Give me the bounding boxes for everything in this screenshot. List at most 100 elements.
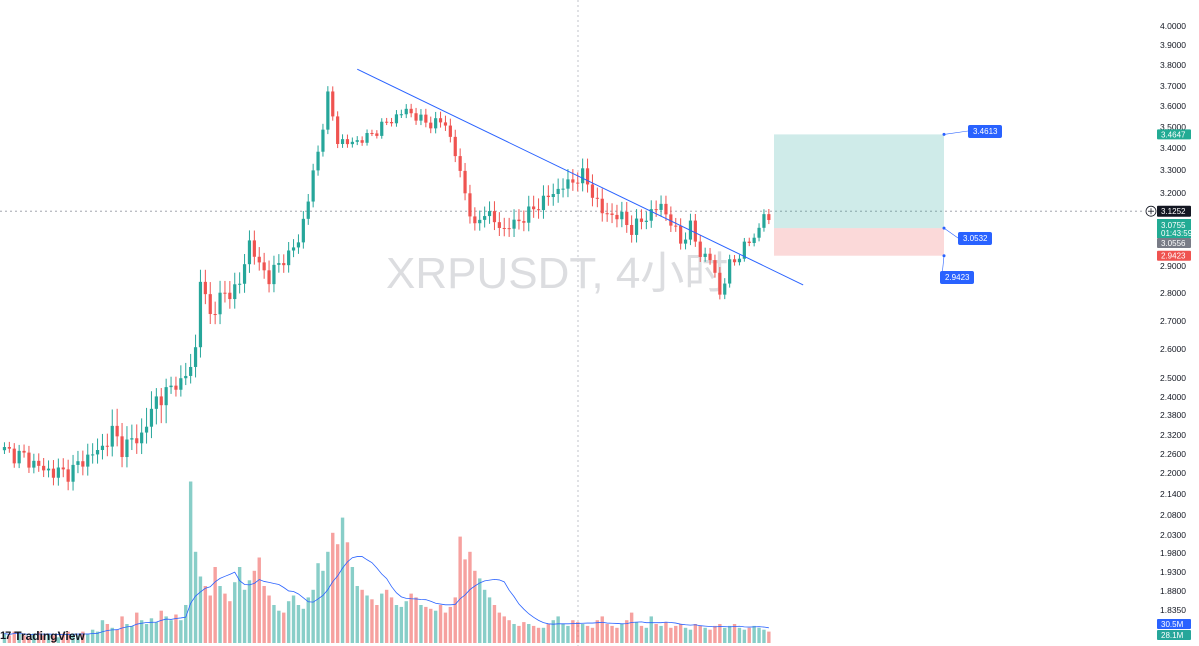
- stop-zone[interactable]: [774, 228, 944, 256]
- candle-body: [414, 113, 418, 121]
- volume-bar: [17, 633, 21, 643]
- volume-bar: [507, 620, 511, 643]
- volume-bar: [193, 551, 198, 643]
- candle-body: [159, 396, 163, 406]
- tradingview-mark-icon: 17: [0, 630, 11, 642]
- volume-bar: [517, 625, 521, 643]
- candle-body: [360, 140, 364, 143]
- volume-bar: [110, 627, 114, 643]
- volume-bar: [580, 624, 585, 643]
- candle-body: [46, 468, 51, 471]
- volume-bar: [767, 631, 771, 643]
- candle-body: [448, 125, 452, 137]
- volume-bar: [296, 605, 301, 643]
- candle-body: [272, 264, 276, 285]
- volume-bar: [448, 606, 453, 643]
- volume-bar: [585, 625, 590, 643]
- candle-body: [233, 284, 237, 300]
- candle-body: [2, 447, 7, 451]
- volume-bar: [61, 633, 65, 643]
- volume-bar: [497, 612, 502, 643]
- volume-bar: [213, 567, 217, 643]
- candle-body: [242, 264, 247, 284]
- candle-body: [762, 214, 766, 228]
- candle-body: [365, 133, 369, 143]
- candle-body: [144, 426, 149, 433]
- price-tick-label: 4.0000: [1160, 21, 1186, 31]
- candle-body: [105, 445, 109, 447]
- candle-body: [223, 292, 227, 294]
- price-tick-label: 2.3200: [1160, 430, 1186, 440]
- candle-body: [409, 108, 413, 114]
- volume-bar: [737, 627, 742, 643]
- candle-body: [81, 461, 85, 467]
- candle-body: [742, 241, 746, 259]
- volume-bar: [595, 620, 600, 643]
- volume-bar: [576, 622, 580, 643]
- volume-bar: [625, 620, 629, 643]
- stop-axis-label: 2.9423: [1161, 252, 1186, 261]
- volume-bar: [203, 586, 208, 643]
- symbol-watermark: XRPUSDT, 4小时: [386, 249, 728, 298]
- volume-bar: [590, 627, 595, 643]
- volume-bar: [252, 570, 257, 643]
- volume-bar: [752, 625, 756, 643]
- candle-body: [566, 179, 570, 189]
- volume-bar: [257, 557, 261, 643]
- entry-price-tag-bg: [958, 232, 992, 245]
- candle-body: [497, 222, 501, 228]
- candle-body: [473, 216, 477, 224]
- volume-bar: [139, 620, 144, 643]
- descending-trendline[interactable]: [357, 68, 804, 286]
- volume-bar: [282, 612, 286, 643]
- volume-bar: [130, 625, 134, 643]
- volume-bar: [56, 637, 61, 643]
- volume-bar: [174, 614, 178, 643]
- volume-bar: [566, 625, 570, 643]
- volume-bar: [22, 635, 26, 643]
- candle-body: [463, 170, 467, 194]
- volume-bar: [267, 595, 271, 643]
- volume-bar: [747, 627, 751, 643]
- volume-bar: [762, 629, 766, 643]
- volume-bar: [473, 570, 477, 643]
- candle-body: [257, 256, 261, 263]
- candle-body: [7, 447, 11, 449]
- volume-bar: [669, 627, 673, 643]
- volume-bar: [482, 589, 487, 643]
- candle-body: [458, 156, 462, 171]
- candle-body: [316, 151, 320, 171]
- candle-body: [551, 194, 555, 198]
- volume-value-label-bg: [1157, 619, 1191, 629]
- candle-body: [703, 253, 707, 257]
- candle-body: [429, 122, 433, 129]
- target-zone[interactable]: [774, 134, 944, 229]
- candle-body: [262, 262, 266, 271]
- candles: [2, 86, 771, 491]
- volume-bar: [316, 563, 320, 643]
- volume-bar: [659, 625, 663, 643]
- candle-body: [630, 225, 634, 235]
- long-position-tool[interactable]: [774, 134, 944, 256]
- volume-bar: [66, 631, 70, 643]
- volume-bar: [438, 605, 443, 643]
- candle-body: [698, 241, 702, 257]
- candle-body: [120, 436, 124, 458]
- volume-bar: [340, 517, 345, 643]
- volume-bar: [135, 612, 139, 643]
- candle-body: [228, 292, 232, 300]
- price-axis[interactable]: 4.0000 3.9000 3.8000 3.7000 3.6000 3.5000 3.40…: [1160, 21, 1186, 615]
- volume-bar: [629, 612, 634, 643]
- candle-body: [434, 118, 438, 129]
- trendline-layer[interactable]: [357, 68, 804, 286]
- volume-bar: [443, 612, 448, 643]
- volume-bar: [306, 597, 310, 643]
- entry-price-tag: 3.0532: [963, 234, 988, 243]
- stop-axis-label-bg: [1157, 250, 1191, 261]
- candle-body: [718, 272, 722, 295]
- volume-bar: [233, 582, 237, 643]
- bar-countdown-label: 01:43:59: [1161, 229, 1193, 238]
- volume-bar: [683, 627, 688, 643]
- candle-body: [110, 425, 114, 447]
